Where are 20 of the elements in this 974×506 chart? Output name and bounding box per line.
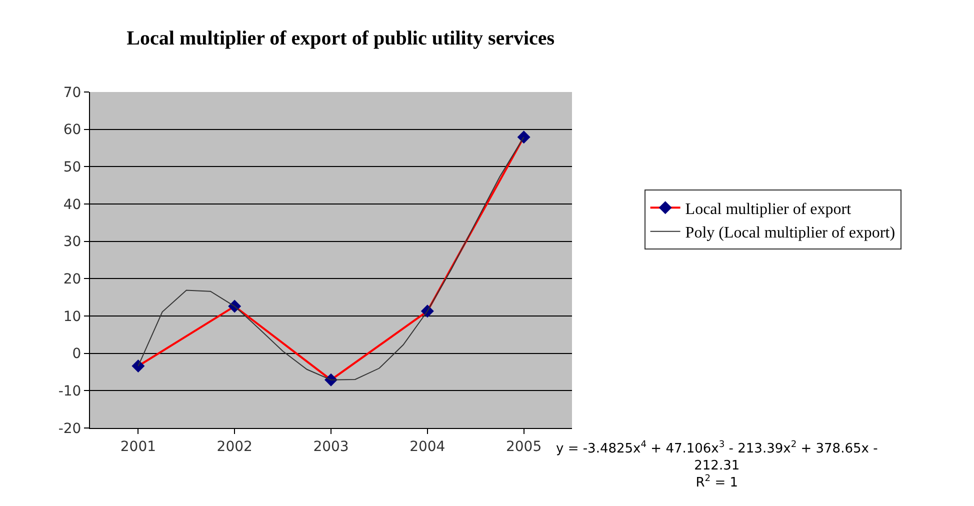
y-tick-label: 70 [63, 84, 82, 101]
x-tick-label: 2001 [120, 438, 156, 455]
x-tick-label: 2005 [506, 438, 542, 455]
x-tick-label: 2002 [216, 438, 252, 455]
chart-title: Local multiplier of export of public utility services [126, 27, 555, 50]
y-tick-label: 30 [63, 234, 82, 250]
y-tick-label: 10 [63, 308, 82, 325]
y-tick-label: 50 [63, 160, 82, 176]
y-tick-label: 20 [63, 272, 82, 288]
y-tick-label: 40 [63, 196, 82, 213]
y-tick-label: -10 [58, 384, 82, 400]
y-tick-label: 0 [72, 346, 82, 362]
text: R$^{2}$ = 1 [696, 474, 738, 490]
y-tick-label: 60 [63, 122, 82, 138]
x-tick-label: 2004 [410, 438, 446, 455]
legend-label: Local multiplier of export [685, 200, 852, 218]
legend-label: Poly (Local multiplier of export) [685, 224, 896, 242]
y-tick-label: -20 [58, 420, 82, 437]
x-tick-label: 2003 [313, 438, 349, 455]
text: y = -3.4825x$^{4}$ + 47.106x$^{3}$ - 213.39x$^{2}$ + 378.65x - 212.31 [556, 440, 878, 474]
